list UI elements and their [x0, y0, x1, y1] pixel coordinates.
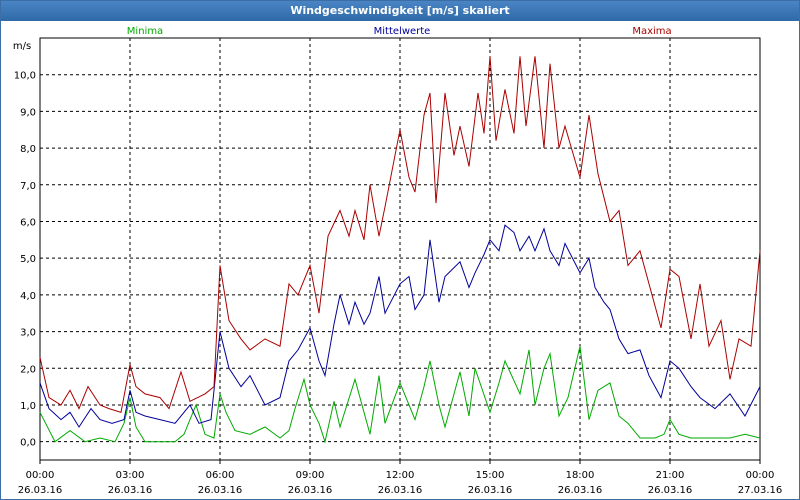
x-tick-time-label: 09:00	[296, 470, 325, 481]
x-tick-date-label: 26.03.16	[198, 485, 243, 496]
y-tick-label: 3,0	[20, 328, 36, 339]
y-tick-label: 0,0	[20, 438, 36, 449]
x-tick-date-label: 26.03.16	[558, 485, 603, 496]
x-tick-date-label: 26.03.16	[18, 485, 63, 496]
x-tick-time-label: 21:00	[656, 470, 685, 481]
x-tick-date-label: 26.03.16	[468, 485, 513, 496]
series-line-mittelwerte	[39, 224, 761, 428]
x-tick-time-label: 18:00	[566, 470, 595, 481]
x-tick-time-label: 00:00	[746, 470, 775, 481]
y-tick-label: 4,0	[20, 291, 36, 302]
y-axis-label: m/s	[13, 41, 31, 52]
y-tick-label: 1,0	[20, 401, 36, 412]
y-tick-label: 7,0	[20, 181, 36, 192]
legend-entry-mittelwerte: Mittelwerte	[374, 26, 431, 37]
x-tick-date-label: 27.03.16	[738, 485, 783, 496]
chart-title: Windgeschwindigkeit [m/s] skaliert	[1, 1, 799, 21]
y-tick-label: 9,0	[20, 107, 36, 118]
x-tick-date-label: 26.03.16	[378, 485, 423, 496]
x-tick-time-label: 06:00	[206, 470, 235, 481]
y-tick-label: 5,0	[20, 254, 36, 265]
series-line-minima	[39, 346, 761, 444]
legend-entry-minima: Minima	[127, 26, 163, 37]
y-tick-label: 8,0	[20, 144, 36, 155]
x-tick-time-label: 03:00	[116, 470, 145, 481]
x-tick-date-label: 26.03.16	[108, 485, 153, 496]
y-tick-label: 10,0	[14, 71, 36, 82]
x-tick-time-label: 12:00	[386, 470, 415, 481]
x-tick-date-label: 26.03.16	[288, 485, 333, 496]
y-tick-label: 6,0	[20, 217, 36, 228]
x-tick-time-label: 15:00	[476, 470, 505, 481]
y-tick-label: 2,0	[20, 364, 36, 375]
x-tick-date-label: 26.03.16	[648, 485, 693, 496]
x-tick-time-label: 00:00	[26, 470, 55, 481]
series-line-maxima	[39, 56, 761, 413]
legend-entry-maxima: Maxima	[632, 26, 671, 37]
